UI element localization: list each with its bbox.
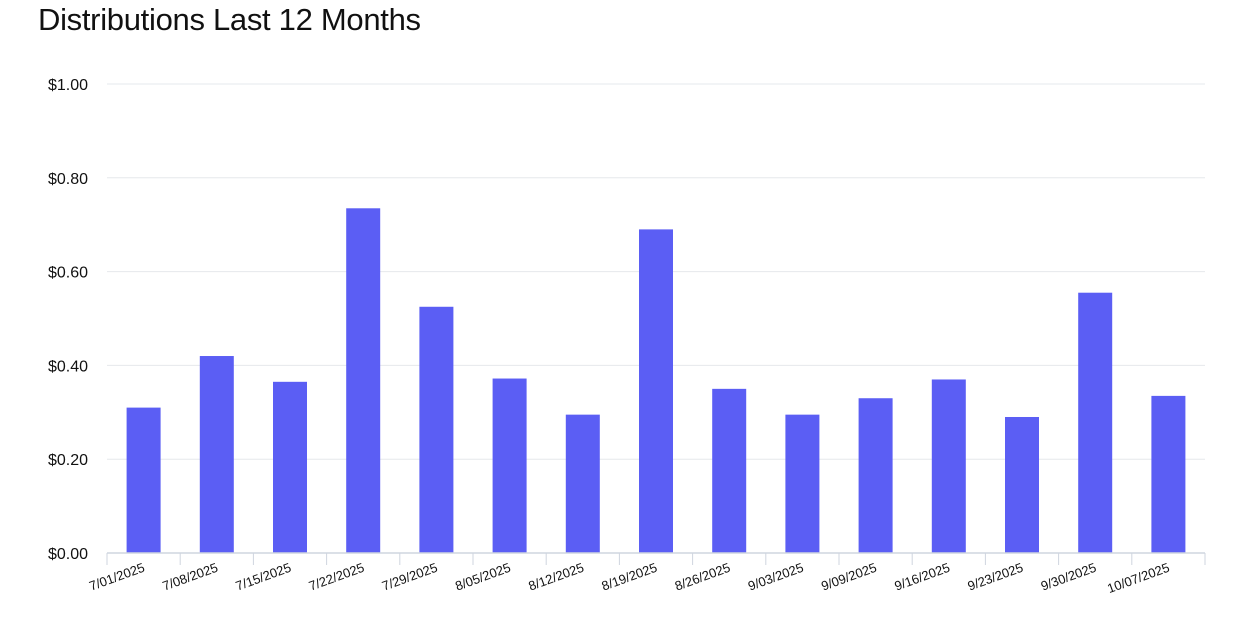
x-tick-labels: 7/01/2025 7/08/2025 7/15/2025 7/22/2025 7/29… <box>87 560 1171 596</box>
x-tick-label: 8/26/2025 <box>673 560 732 594</box>
bars <box>126 208 1186 553</box>
bar[interactable] <box>1078 292 1113 553</box>
bar[interactable] <box>639 229 673 553</box>
bar[interactable] <box>419 306 454 553</box>
x-tick-label: 8/19/2025 <box>600 560 659 594</box>
y-tick-label: $0.00 <box>48 546 88 563</box>
bar[interactable] <box>1151 395 1186 553</box>
x-axis <box>106 552 1206 565</box>
bar[interactable] <box>273 381 307 553</box>
bar[interactable] <box>785 414 820 553</box>
y-tick-label: $0.40 <box>48 358 88 375</box>
bar[interactable] <box>565 414 600 553</box>
x-tick-label: 7/15/2025 <box>234 560 293 594</box>
y-tick-labels: $0.00 $0.20 $0.40 $0.60 $0.80 $1.00 <box>48 77 88 563</box>
bar[interactable] <box>492 378 527 553</box>
bar[interactable] <box>199 356 234 553</box>
x-tick-label: 9/30/2025 <box>1039 560 1098 594</box>
x-tick-label: 8/05/2025 <box>453 560 512 594</box>
x-tick-label: 7/01/2025 <box>87 560 146 594</box>
x-tick-label: 8/12/2025 <box>526 560 585 594</box>
bar[interactable] <box>1005 416 1039 553</box>
bar[interactable] <box>858 398 893 553</box>
x-tick-label: 7/29/2025 <box>380 560 439 594</box>
y-tick-label: $0.80 <box>48 171 88 188</box>
x-tick-label: 7/08/2025 <box>160 560 219 594</box>
x-tick-label: 10/07/2025 <box>1105 560 1171 596</box>
bar[interactable] <box>126 407 161 553</box>
x-tick-label: 9/23/2025 <box>966 560 1025 594</box>
y-tick-label: $0.20 <box>48 452 88 469</box>
bar[interactable] <box>931 379 966 553</box>
y-tick-label: $1.00 <box>48 77 88 94</box>
x-tick-label: 9/16/2025 <box>892 560 951 594</box>
x-tick-label: 7/22/2025 <box>307 560 366 594</box>
x-tick-label: 9/09/2025 <box>819 560 878 594</box>
bar[interactable] <box>346 208 381 553</box>
chart-title: Distributions Last 12 Months <box>38 2 421 37</box>
bar[interactable] <box>712 388 747 553</box>
y-tick-label: $0.60 <box>48 265 88 282</box>
x-tick-label: 9/03/2025 <box>746 560 805 594</box>
